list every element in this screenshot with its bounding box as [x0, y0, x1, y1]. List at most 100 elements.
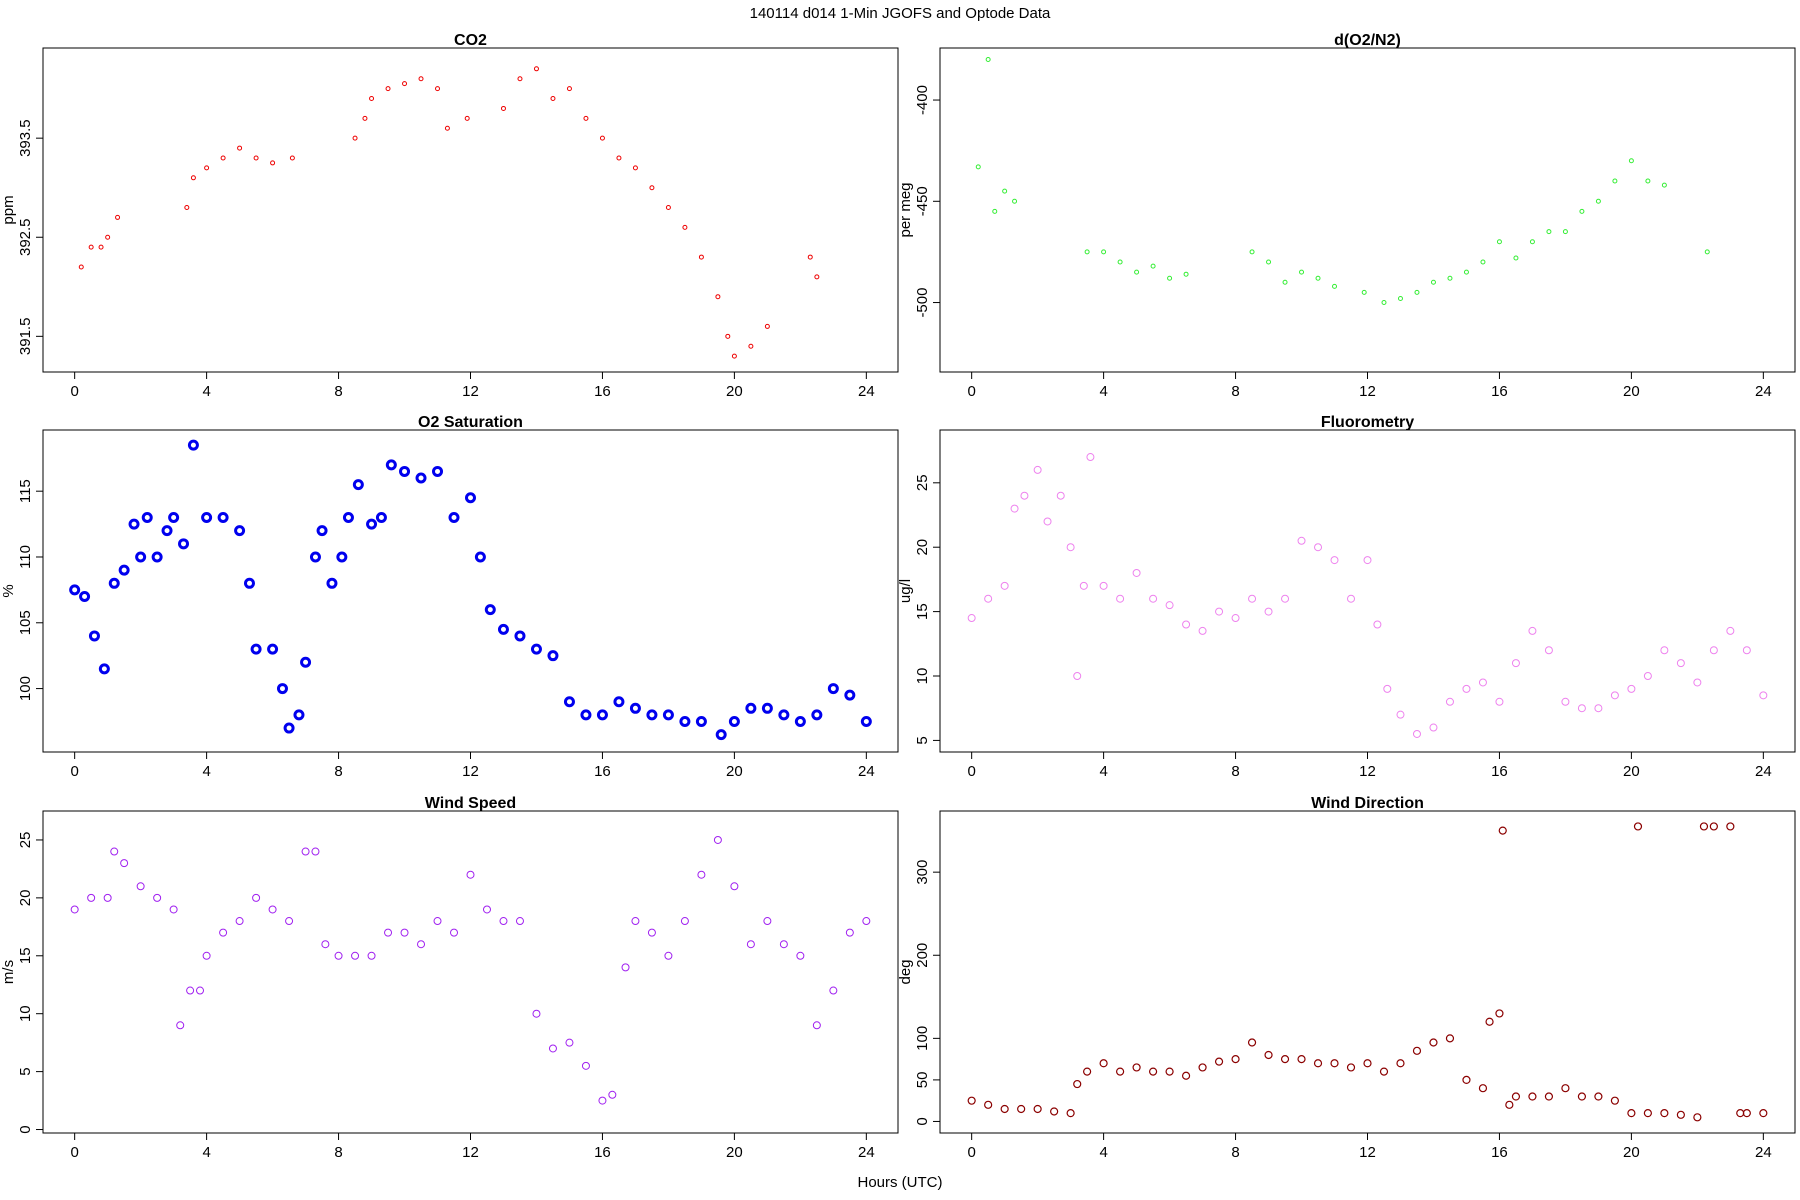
data-point — [967, 614, 976, 623]
data-point — [533, 66, 539, 72]
x-tick-label: 0 — [967, 1144, 975, 1161]
data-point — [375, 512, 387, 524]
data-point — [402, 81, 408, 87]
data-point — [829, 986, 838, 995]
data-point — [270, 160, 276, 166]
data-point — [184, 205, 190, 211]
data-point — [435, 86, 441, 92]
data-point — [169, 905, 178, 914]
data-point — [1379, 1067, 1389, 1076]
x-tick-label: 20 — [1623, 763, 1640, 780]
y-tick-label: 25 — [17, 832, 34, 849]
data-point — [1000, 1104, 1009, 1114]
data-point — [250, 643, 262, 655]
data-point — [465, 492, 476, 504]
data-point — [1445, 697, 1454, 706]
data-point — [1511, 659, 1520, 668]
data-point — [316, 525, 328, 537]
data-point — [548, 1044, 557, 1053]
data-point — [1132, 1063, 1141, 1072]
data-point — [1396, 710, 1405, 719]
data-point — [1181, 1071, 1191, 1080]
data-point — [1577, 704, 1586, 713]
data-point — [300, 656, 312, 668]
data-point — [845, 928, 854, 937]
data-point — [1332, 283, 1338, 289]
data-point — [293, 709, 305, 721]
x-tick-label: 16 — [594, 763, 611, 780]
data-point — [399, 465, 411, 477]
data-point — [1198, 1063, 1207, 1072]
data-point — [697, 870, 706, 879]
data-point — [1414, 289, 1420, 295]
y-tick-label: 0 — [914, 1117, 931, 1125]
data-point — [235, 917, 244, 926]
x-tick-label: 8 — [1231, 1144, 1239, 1161]
data-point — [599, 135, 605, 141]
data-point — [267, 643, 279, 655]
x-tick-label: 24 — [1755, 383, 1772, 400]
data-point — [326, 577, 338, 589]
data-point — [1693, 1113, 1702, 1122]
x-tick-label: 12 — [462, 1144, 479, 1161]
data-point — [466, 870, 475, 879]
plot-frame — [42, 429, 899, 753]
data-point — [778, 709, 790, 721]
data-point — [1643, 1109, 1652, 1118]
x-tick-label: 24 — [1755, 763, 1772, 780]
data-point — [98, 663, 110, 675]
data-point — [98, 244, 104, 250]
data-point — [1183, 271, 1189, 277]
plot-frame — [939, 429, 1796, 753]
data-point — [1132, 568, 1141, 577]
data-point — [1073, 1079, 1082, 1089]
y-tick-label: 25 — [914, 474, 931, 491]
data-point — [196, 986, 205, 995]
x-tick-label: 20 — [1623, 383, 1640, 400]
data-point — [141, 512, 153, 524]
x-tick-label: 8 — [1231, 763, 1239, 780]
data-point — [186, 986, 195, 995]
data-point — [728, 715, 740, 727]
data-point — [367, 951, 376, 960]
data-point — [1726, 822, 1735, 831]
x-tick-label: 4 — [1099, 383, 1107, 400]
data-point — [1505, 1100, 1514, 1109]
data-point — [1528, 1092, 1537, 1101]
data-point — [415, 472, 427, 484]
data-point — [1247, 1038, 1257, 1047]
panel: Wind Speed m/s 0 4 8 12 16 20 24 0 5 10 15 20 25 — [0, 795, 899, 1161]
data-point — [763, 917, 772, 926]
y-tick-label: 5 — [17, 1067, 34, 1075]
data-point — [649, 185, 655, 191]
data-point — [1478, 1084, 1488, 1093]
data-point — [1610, 691, 1619, 700]
data-point — [1347, 594, 1356, 603]
points — [967, 822, 1768, 1122]
data-point — [1478, 678, 1487, 687]
points — [975, 57, 1710, 306]
data-point — [220, 155, 226, 161]
data-point — [530, 643, 542, 655]
data-point — [565, 1038, 574, 1047]
panel-title: O2 Saturation — [418, 414, 523, 431]
data-point — [128, 518, 140, 530]
data-point — [1010, 504, 1019, 513]
data-point — [1297, 1055, 1306, 1064]
data-point — [1086, 453, 1095, 462]
data-point — [1315, 275, 1321, 281]
data-point — [1215, 607, 1224, 616]
data-point — [1182, 620, 1191, 629]
y-axis-label: per meg — [897, 182, 914, 237]
data-point — [1447, 275, 1453, 281]
y-tick-label: -500 — [914, 288, 931, 318]
data-point — [1562, 229, 1568, 235]
data-point — [276, 683, 288, 695]
data-point — [474, 551, 486, 563]
data-point — [1676, 659, 1685, 668]
data-point — [984, 1100, 993, 1109]
data-point — [252, 893, 261, 902]
x-tick-label: 16 — [594, 1144, 611, 1161]
data-point — [967, 1096, 976, 1105]
